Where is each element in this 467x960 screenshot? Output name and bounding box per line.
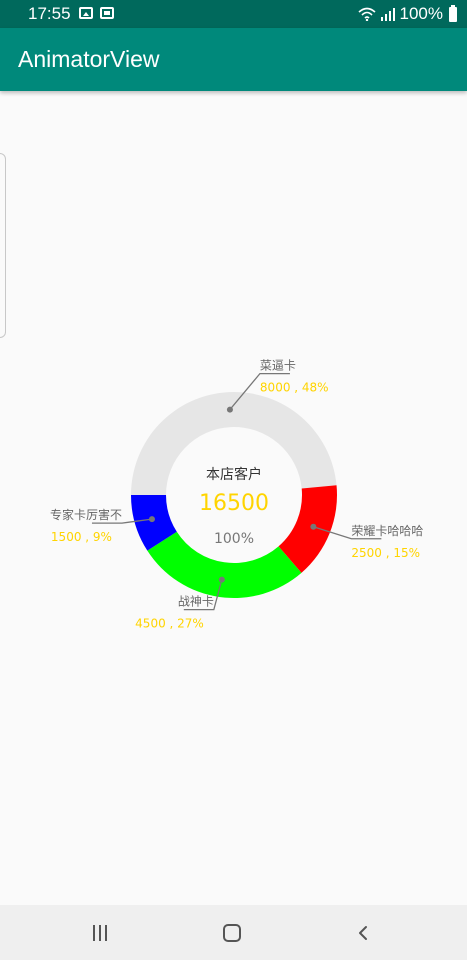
- battery-percent: 100%: [399, 4, 443, 23]
- segment-name-label-3: 专家卡厉害不: [50, 507, 122, 522]
- segment-value-label-1: 2500 , 15%: [351, 546, 420, 560]
- back-button[interactable]: [356, 925, 370, 941]
- status-bar: 17:55 100%: [0, 0, 467, 28]
- donut-segment-2[interactable]: [147, 531, 302, 598]
- segment-name-label-1: 荣耀卡哈哈哈: [351, 524, 423, 538]
- battery-icon: [449, 4, 457, 22]
- segment-value-label-3: 1500 , 9%: [51, 530, 112, 544]
- recents-button[interactable]: [93, 925, 109, 941]
- signal-icon: [380, 8, 395, 21]
- donut-segment-1[interactable]: [278, 485, 337, 573]
- app-bar: AnimatorView: [0, 28, 467, 91]
- status-indicators: 100%: [357, 4, 457, 24]
- status-time: 17:55: [28, 4, 71, 23]
- leader-line-1: [313, 526, 382, 540]
- segment-name-label-0: 菜逼卡: [260, 359, 296, 373]
- segment-value-label-0: 8000 , 48%: [260, 381, 329, 395]
- wifi-icon: [357, 7, 376, 21]
- gallery-notification-icon: [79, 7, 93, 19]
- leader-line-2: [183, 579, 223, 611]
- segment-value-label-2: 4500 , 27%: [135, 617, 204, 631]
- center-percent: 100%: [214, 531, 254, 547]
- app-notification-icon: [100, 7, 114, 19]
- leader-line-0: [229, 372, 290, 411]
- center-title: 本店客户: [206, 466, 262, 483]
- donut-segment-3[interactable]: [131, 495, 177, 551]
- home-button[interactable]: [223, 924, 241, 942]
- leader-line-3: [91, 518, 153, 524]
- navigation-bar: [0, 905, 467, 960]
- app-title: AnimatorView: [18, 46, 160, 72]
- center-total: 16500: [199, 491, 269, 516]
- donut-segment-0[interactable]: [131, 391, 337, 495]
- segment-name-label-2: 战神卡: [178, 595, 214, 609]
